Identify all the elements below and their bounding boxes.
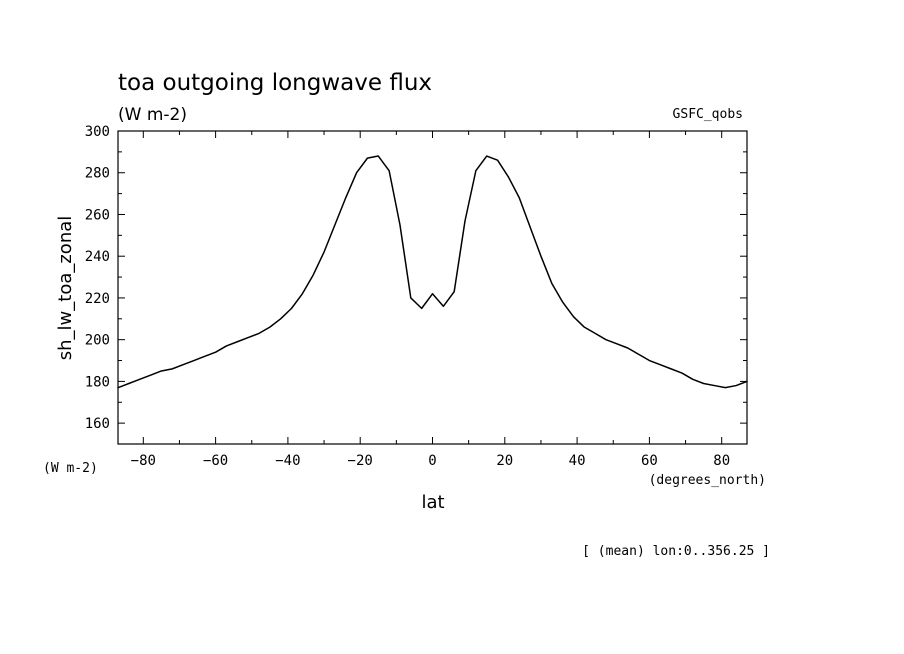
y-tick-label: 280 xyxy=(85,166,110,182)
plot-frame xyxy=(117,130,748,445)
y-tick-label: 200 xyxy=(85,333,110,349)
x-tick-label: −60 xyxy=(203,453,228,469)
x-tick-label: −20 xyxy=(348,453,373,469)
y-tick-label: 240 xyxy=(85,249,110,265)
y-axis-units: (W m-2) xyxy=(43,461,98,476)
x-axis-label: lat xyxy=(421,492,444,513)
y-tick-label: 260 xyxy=(85,207,110,223)
x-tick-label: −80 xyxy=(131,453,156,469)
x-tick-label: 60 xyxy=(641,453,658,469)
x-tick-label: 80 xyxy=(713,453,730,469)
x-tick-label: 40 xyxy=(569,453,586,469)
x-tick-label: −40 xyxy=(275,453,300,469)
chart-units: (W m-2) xyxy=(118,105,187,125)
y-tick-label: 300 xyxy=(85,124,110,140)
x-axis-ticks: −80 −60 −40 −20 0 20 40 60 80 xyxy=(131,131,730,469)
y-tick-label: 160 xyxy=(85,416,110,432)
series-layer xyxy=(117,155,748,389)
x-axis-units: (degrees_north) xyxy=(649,473,766,488)
y-tick-label: 180 xyxy=(85,374,110,390)
dataset-label: GSFC_qobs xyxy=(673,107,743,122)
y-tick-label: 220 xyxy=(85,291,110,307)
x-tick-label: 0 xyxy=(428,453,436,469)
y-axis-ticks: 160 180 200 220 240 260 280 300 xyxy=(85,124,747,445)
chart-title: toa outgoing longwave flux xyxy=(118,70,432,96)
series-line xyxy=(117,155,748,389)
x-tick-label: 20 xyxy=(496,453,513,469)
y-axis-label: sh_lw_toa_zonal xyxy=(55,216,76,361)
footer-note: [ (mean) lon:0..356.25 ] xyxy=(582,544,770,559)
